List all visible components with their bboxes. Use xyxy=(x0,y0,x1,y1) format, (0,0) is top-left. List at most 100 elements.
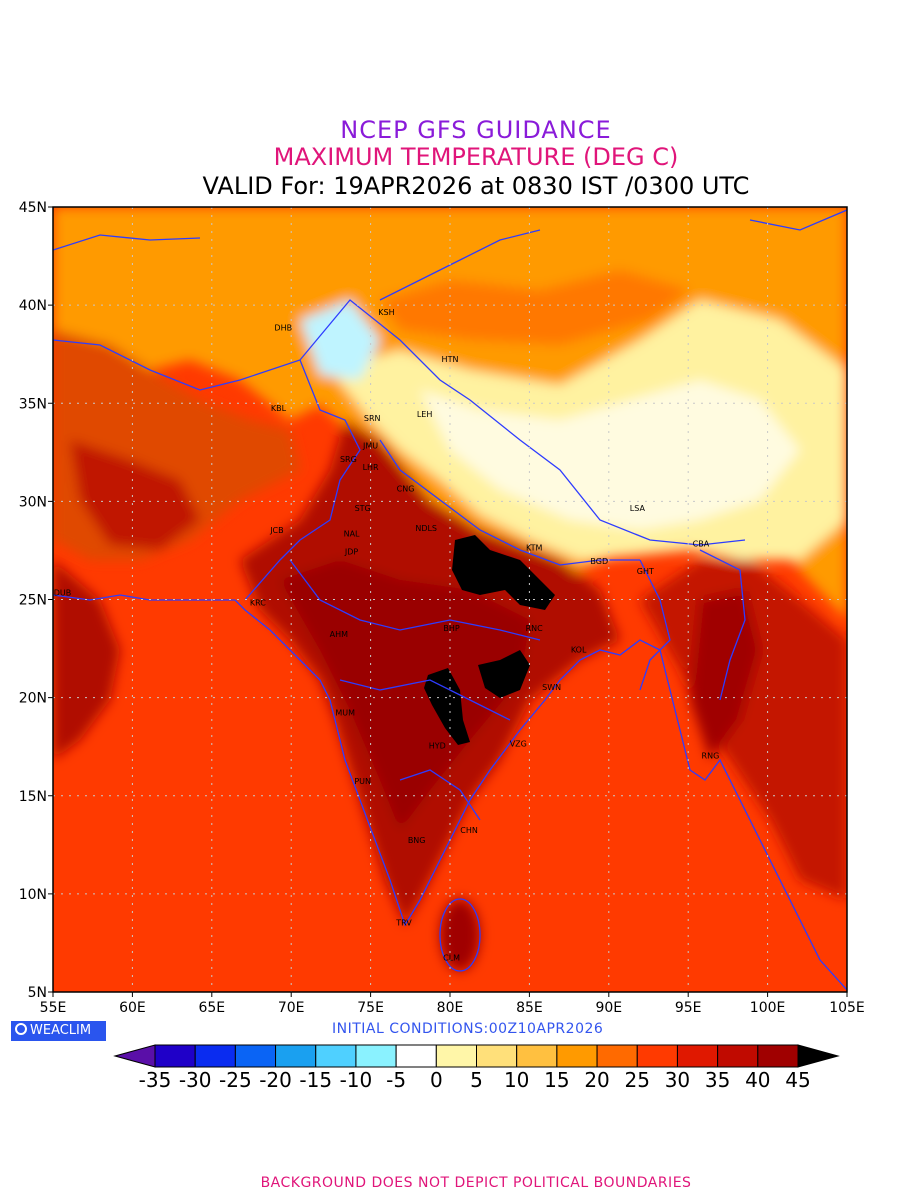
legend-swatch xyxy=(556,1044,598,1068)
legend-swatch xyxy=(315,1044,357,1068)
boundary-lines xyxy=(53,209,847,991)
legend-swatch xyxy=(355,1044,397,1068)
city-label-ksh: KSH xyxy=(378,308,394,317)
y-tick-label: 30N xyxy=(19,494,47,510)
city-label-lsa: LSA xyxy=(630,504,646,513)
legend-swatch xyxy=(717,1044,759,1068)
city-label-jdp: JDP xyxy=(344,547,359,556)
y-tick-label: 25N xyxy=(19,593,47,609)
city-label-dub: DUB xyxy=(54,589,72,598)
city-label-stg: STG xyxy=(355,504,371,513)
x-tick-label: 85E xyxy=(516,1000,543,1016)
logo-icon xyxy=(15,1023,27,1035)
x-tick-label: 55E xyxy=(40,1000,67,1016)
brand-label: WEACLIM xyxy=(30,1023,92,1038)
city-label-chn: CHN xyxy=(460,826,478,835)
city-label-clm: CLM xyxy=(443,954,460,963)
footer-disclaimer: BACKGROUND DOES NOT DEPICT POLITICAL BOU… xyxy=(260,1175,692,1191)
legend-label: 45 xyxy=(785,1068,810,1092)
x-tick-label: 95E xyxy=(675,1000,702,1016)
legend-label: 15 xyxy=(544,1068,569,1092)
x-tick-label: 105E xyxy=(829,1000,865,1016)
legend-swatch xyxy=(154,1044,196,1068)
y-tick-label: 5N xyxy=(28,985,47,1001)
city-label-ahm: AHM xyxy=(330,630,348,639)
y-tick-label: 15N xyxy=(19,789,47,805)
city-label-pun: PUN xyxy=(354,777,371,786)
city-label-mum: MUM xyxy=(335,708,355,717)
legend-swatch xyxy=(797,1044,840,1068)
city-label-kol: KOL xyxy=(571,645,587,654)
legend-label: 25 xyxy=(625,1068,650,1092)
city-label-bgd: BGD xyxy=(590,557,608,566)
y-tick-label: 35N xyxy=(19,396,47,412)
x-tick-label: 100E xyxy=(750,1000,786,1016)
city-label-srg: SRG xyxy=(340,455,357,464)
legend-swatch xyxy=(757,1044,799,1068)
legend-swatch xyxy=(275,1044,317,1068)
legend-swatch xyxy=(476,1044,518,1068)
legend-swatch xyxy=(234,1044,277,1068)
city-label-kbl: KBL xyxy=(271,404,287,413)
city-label-bng: BNG xyxy=(408,836,426,845)
x-tick-label: 65E xyxy=(198,1000,225,1016)
legend-label: -20 xyxy=(259,1068,292,1092)
city-label-cng: CNG xyxy=(397,485,415,494)
city-label-vzg: VZG xyxy=(510,740,527,749)
city-label-krc: KRC xyxy=(250,598,266,607)
x-tick-label: 60E xyxy=(119,1000,146,1016)
legend-swatch xyxy=(435,1044,477,1068)
x-tick-label: 90E xyxy=(595,1000,622,1016)
city-label-trv: TRV xyxy=(395,918,412,927)
legend-swatch xyxy=(113,1044,156,1068)
legend-label: 30 xyxy=(665,1068,690,1092)
graticule xyxy=(53,207,847,992)
city-label-ktm: KTM xyxy=(526,543,543,552)
latitude-axis: 5N 10N 15N 20N 25N 30N 35N 40N 45N xyxy=(19,200,53,1001)
city-label-jcb: JCB xyxy=(269,526,283,535)
legend-label: 10 xyxy=(504,1068,529,1092)
city-label-nal: NAL xyxy=(344,530,360,539)
city-label-rng: RNG xyxy=(702,751,720,760)
legend-label: 0 xyxy=(430,1068,443,1092)
x-tick-label: 70E xyxy=(278,1000,305,1016)
longitude-axis: 55E 60E 65E 70E 75E 80E 85E 90E 95E 100E 105E xyxy=(40,992,865,1016)
legend-swatch xyxy=(676,1044,719,1068)
legend-swatch xyxy=(516,1044,558,1068)
extreme-heat-east xyxy=(478,650,530,698)
city-label-ndls: NDLS xyxy=(415,524,437,533)
city-label-swn: SWN xyxy=(542,683,561,692)
city-label-hyd: HYD xyxy=(429,742,446,751)
x-tick-label: 80E xyxy=(437,1000,464,1016)
y-tick-label: 40N xyxy=(19,298,47,314)
legend-label: 40 xyxy=(745,1068,770,1092)
city-label-bhp: BHP xyxy=(443,624,460,633)
extreme-heat-central xyxy=(424,668,470,745)
title-model: NCEP GFS GUIDANCE xyxy=(340,116,612,144)
legend-label: -5 xyxy=(386,1068,406,1092)
temperature-map: DHB KSH HTN KBL SRN LEH JMU SRG LHR CNG STG NDLS JCB… xyxy=(19,200,865,1092)
city-label-leh: LEH xyxy=(417,410,433,419)
title-variable: MAXIMUM TEMPERATURE (DEG C) xyxy=(273,143,679,171)
legend-swatch xyxy=(596,1044,638,1068)
legend-swatch xyxy=(395,1044,437,1068)
color-legend: -35 -30 -25 -20 -15 -10 -5 0 5 10 15 20 25 30 35 40 45 xyxy=(113,1044,840,1092)
legend-label: -15 xyxy=(299,1068,332,1092)
legend-label: 5 xyxy=(470,1068,483,1092)
city-label-lhr: LHR xyxy=(363,463,379,472)
city-label-rnc: RNC xyxy=(526,624,544,633)
y-tick-label: 45N xyxy=(19,200,47,216)
initial-conditions: INITIAL CONDITIONS:00Z10APR2026 xyxy=(332,1021,604,1037)
city-label-jmu: JMU xyxy=(362,441,378,450)
city-label-srn: SRN xyxy=(364,414,381,423)
city-label-ght: GHT xyxy=(637,567,654,576)
city-labels: DHB KSH HTN KBL SRN LEH JMU SRG LHR CNG STG NDLS JCB… xyxy=(54,308,720,963)
legend-label: -25 xyxy=(219,1068,252,1092)
x-tick-label: 75E xyxy=(357,1000,384,1016)
temperature-field: DHB KSH HTN KBL SRN LEH JMU SRG LHR CNG STG NDLS JCB… xyxy=(53,207,847,992)
title-valid-time: VALID For: 19APR2026 at 0830 IST /0300 U… xyxy=(202,172,750,200)
legend-label: 35 xyxy=(705,1068,730,1092)
legend-label: -10 xyxy=(340,1068,373,1092)
legend-label: -30 xyxy=(179,1068,212,1092)
weaclim-logo: WEACLIM xyxy=(11,1021,106,1041)
